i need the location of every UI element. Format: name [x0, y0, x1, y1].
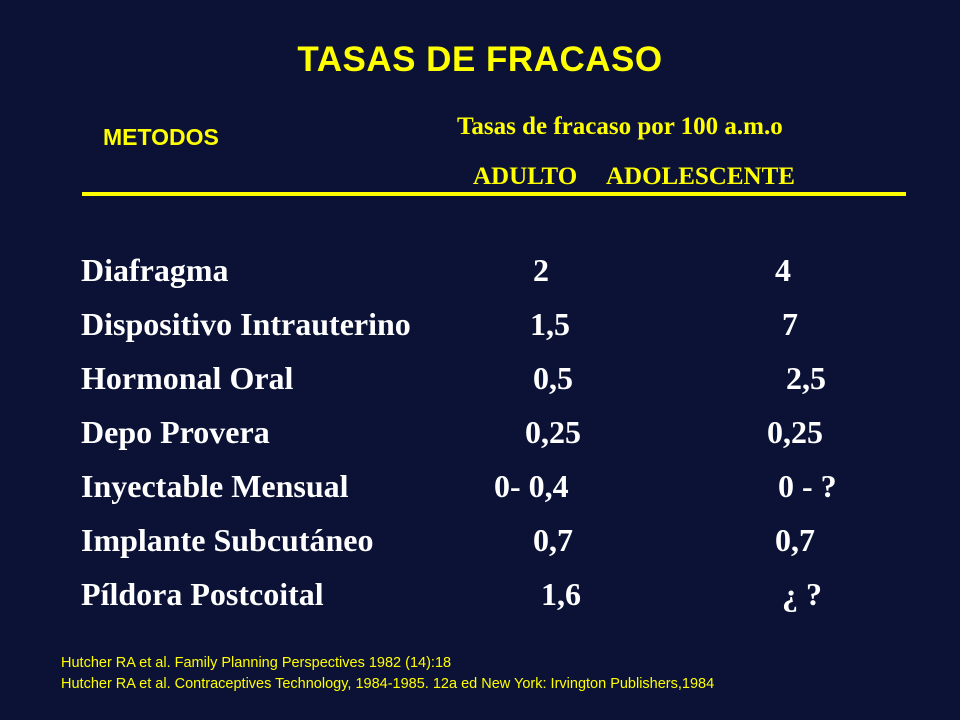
method-name: Inyectable Mensual	[81, 468, 349, 504]
adolescent-rate: 4	[775, 252, 791, 288]
method-name: Depo Provera	[81, 414, 270, 450]
table-row: Diafragma 2 4	[0, 244, 960, 298]
adolescent-rate: 2,5	[786, 360, 826, 396]
adolescent-rate: 0,25	[767, 414, 823, 450]
adult-rate: 0- 0,4	[494, 468, 569, 504]
column-headers: ADULTO ADOLESCENTE	[0, 163, 960, 197]
table-row: Píldora Postcoital 1,6 ¿ ?	[0, 568, 960, 622]
method-name: Diafragma	[81, 252, 229, 288]
table-row: Depo Provera 0,25 0,25	[0, 406, 960, 460]
adolescent-rate: 0 - ?	[778, 468, 837, 504]
table-row: Implante Subcutáneo 0,7 0,7	[0, 514, 960, 568]
method-name: Píldora Postcoital	[81, 576, 324, 612]
references: Hutcher RA et al. Family Planning Perspe…	[61, 653, 714, 695]
adult-column-label: ADULTO	[473, 163, 578, 190]
table-row: Inyectable Mensual 0- 0,4 0 - ?	[0, 460, 960, 514]
methods-column-label: METODOS	[103, 124, 219, 150]
method-name: Dispositivo Intrauterino	[81, 306, 411, 342]
reference-line: Hutcher RA et al. Contraceptives Technol…	[61, 676, 715, 692]
table-row: Hormonal Oral 0,5 2,5	[0, 352, 960, 406]
method-name: Hormonal Oral	[81, 360, 294, 396]
adolescent-rate: 7	[782, 306, 798, 342]
method-name: Implante Subcutáneo	[81, 522, 374, 558]
adult-rate: 0,5	[533, 360, 573, 396]
failure-rate-table: Diafragma 2 4 Dispositivo Intrauterino 1…	[0, 244, 960, 622]
adult-rate: 0,25	[525, 414, 581, 450]
adult-rate: 1,6	[541, 576, 581, 612]
adult-rate: 0,7	[533, 522, 573, 558]
header-divider	[82, 192, 906, 196]
reference-line: Hutcher RA et al. Family Planning Perspe…	[61, 655, 452, 671]
adolescent-rate: ¿ ?	[782, 576, 822, 612]
adult-rate: 1,5	[530, 306, 570, 342]
table-row: Dispositivo Intrauterino 1,5 7	[0, 298, 960, 352]
adolescent-column-label: ADOLESCENTE	[606, 163, 795, 190]
rates-column-label: Tasas de fracaso por 100 a.m.o	[457, 113, 783, 140]
adolescent-rate: 0,7	[775, 522, 815, 558]
adult-rate: 2	[533, 252, 549, 288]
slide-title: TASAS DE FRACASO	[297, 40, 663, 79]
